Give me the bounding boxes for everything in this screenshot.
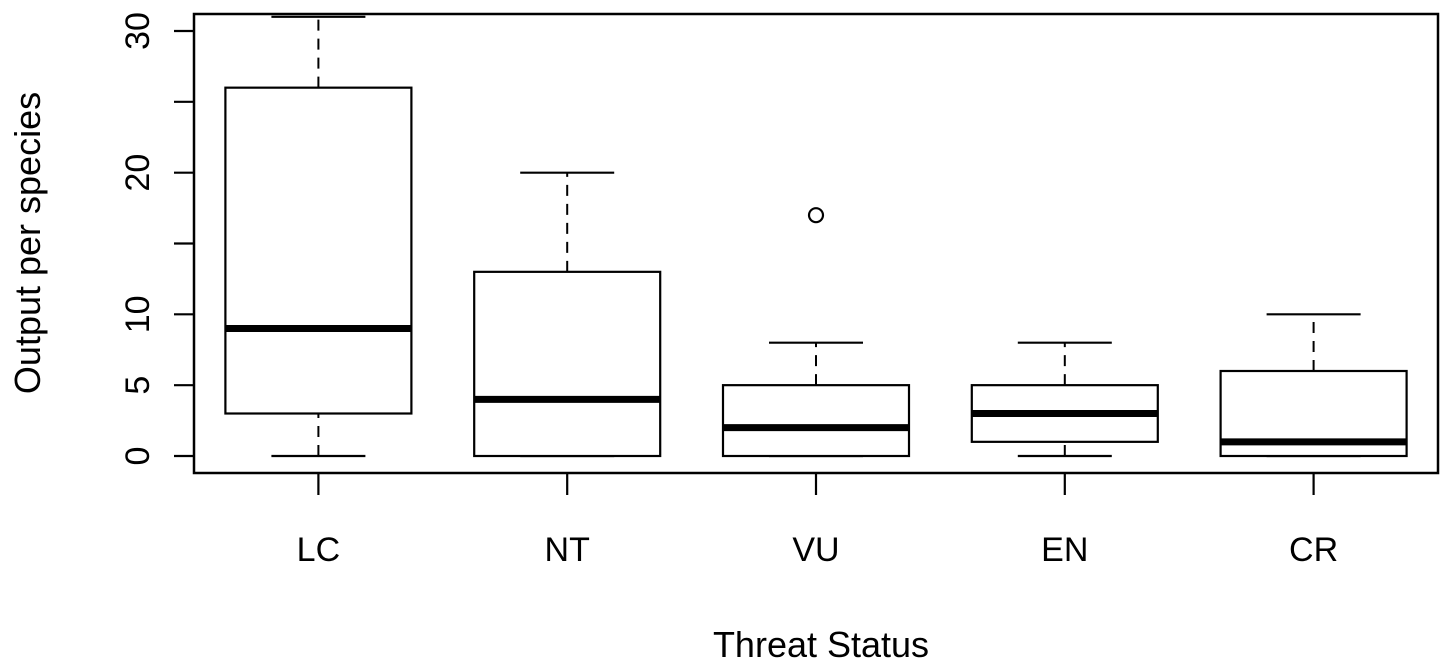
x-tick-label: VU [792,531,839,569]
box-cr [1219,313,1408,458]
x-tick-label: EN [1041,531,1088,569]
outlier-point [807,207,825,224]
box-iqr [721,384,911,458]
x-tick-label: CR [1289,531,1338,569]
box-en [970,341,1159,458]
x-axis: LC NT VU EN CR [297,473,1338,569]
x-tick-label: NT [545,531,590,569]
box-series [224,15,1408,458]
y-tick-label: 30 [119,12,157,50]
y-tick-label: 20 [119,154,157,192]
box-vu [721,207,911,458]
y-axis: 0 5 10 20 30 [119,12,194,465]
x-axis-title: Threat Status [713,624,929,665]
y-tick-label: 10 [119,295,157,333]
box-iqr [224,86,413,415]
box-nt [473,171,662,458]
y-axis-title: Output per species [7,92,48,394]
box-lc [224,15,413,458]
box-iqr [473,270,662,458]
x-tick-label: LC [297,531,340,569]
y-tick-label: 5 [119,376,157,395]
y-tick-label: 0 [119,447,157,466]
